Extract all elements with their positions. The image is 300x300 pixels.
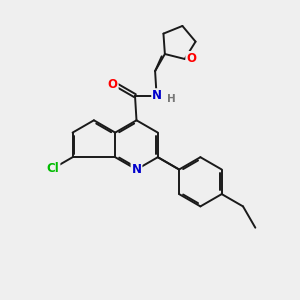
Text: N: N bbox=[131, 163, 142, 176]
Text: Cl: Cl bbox=[47, 162, 59, 175]
Text: O: O bbox=[186, 52, 196, 65]
Text: N: N bbox=[152, 89, 162, 102]
Text: H: H bbox=[167, 94, 176, 104]
Text: O: O bbox=[108, 78, 118, 92]
